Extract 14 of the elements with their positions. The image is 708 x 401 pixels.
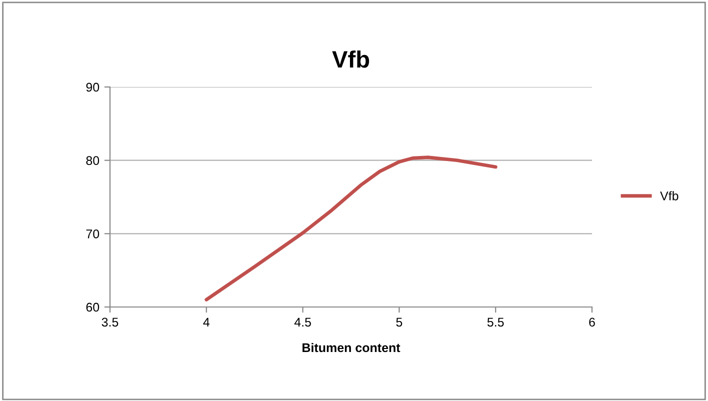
- y-tick-label: 80: [86, 156, 100, 165]
- x-tick-label: 3.5: [102, 318, 118, 327]
- legend-label: Vfb: [660, 191, 678, 200]
- x-tick-label: 4: [203, 318, 210, 326]
- line-series: [204, 156, 498, 302]
- x-tick-label: 4.5: [294, 318, 311, 327]
- x-tick-label: 5.5: [487, 318, 504, 327]
- y-tick-label: 70: [86, 229, 100, 238]
- chart-title: Vfb: [332, 50, 370, 68]
- x-tick-label: 6: [589, 318, 595, 327]
- x-tick-label: 5: [396, 318, 402, 327]
- y-tick-label: 90: [86, 82, 100, 92]
- y-tick-label: 60: [86, 302, 100, 312]
- x-axis-title: Bitumen content: [302, 342, 400, 352]
